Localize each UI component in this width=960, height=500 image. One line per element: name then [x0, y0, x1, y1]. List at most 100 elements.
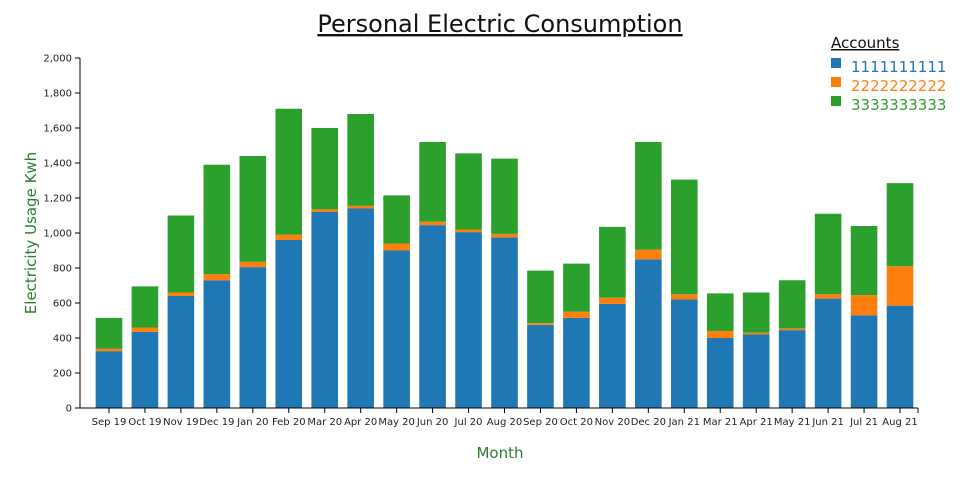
bar-segment-3333333333-18 [742, 292, 770, 333]
bar-segment-3333333333-4 [239, 156, 267, 262]
bar-segment-1111111111-19 [778, 330, 806, 409]
x-tick-label: Jan 21 [668, 417, 700, 428]
bar-segment-1111111111-13 [563, 317, 590, 409]
y-tick-label: 200 [53, 369, 72, 380]
bar-segment-3333333333-22 [886, 183, 914, 267]
bar-segment-3333333333-17 [706, 293, 734, 332]
bar-segment-2222222222-14 [599, 297, 626, 304]
legend-label-3333333333: 3333333333 [851, 96, 946, 114]
x-tick-label: Sep 19 [92, 417, 127, 428]
y-tick-label: 1,200 [43, 194, 72, 205]
bar-segment-1111111111-3 [203, 280, 231, 408]
y-tick-label: 0 [66, 404, 72, 415]
bar-segment-2222222222-4 [239, 261, 267, 268]
bar-segment-2222222222-16 [670, 294, 698, 300]
bar-segment-3333333333-16 [670, 179, 698, 295]
x-tick-label: Jun 21 [811, 417, 844, 428]
legend-swatch-3333333333 [831, 96, 841, 106]
bar-segment-1111111111-2 [167, 296, 195, 408]
x-tick-label: Oct 19 [128, 417, 161, 428]
bar-segment-2222222222-8 [383, 243, 410, 251]
bar-segment-1111111111-1 [131, 331, 159, 409]
bar-segment-1111111111-11 [491, 237, 518, 409]
bar-segment-1111111111-16 [670, 299, 698, 408]
x-tick-label: Jul 20 [454, 417, 483, 428]
bar-segment-3333333333-3 [203, 164, 231, 275]
x-tick-label: Aug 21 [882, 417, 917, 428]
bar-segment-3333333333-13 [563, 263, 590, 312]
x-tick-label: Apr 20 [344, 417, 377, 428]
bar-segment-2222222222-1 [131, 327, 159, 332]
x-tick-label: Mar 20 [307, 417, 342, 428]
bar-segment-3333333333-5 [275, 108, 303, 235]
x-tick-label: Nov 20 [595, 417, 630, 428]
bars-layer [95, 108, 914, 409]
bar-segment-2222222222-20 [814, 294, 842, 299]
bar-segment-2222222222-18 [742, 332, 770, 335]
bar-segment-2222222222-11 [491, 233, 518, 238]
bar-segment-2222222222-17 [706, 331, 734, 338]
bar-segment-3333333333-12 [527, 270, 554, 324]
bar-segment-3333333333-1 [131, 286, 159, 328]
bar-segment-3333333333-7 [347, 114, 374, 206]
y-tick-label: 2,000 [43, 54, 72, 65]
bar-segment-3333333333-6 [311, 128, 339, 210]
x-tick-label: Oct 20 [560, 417, 593, 428]
bar-segment-1111111111-17 [706, 338, 734, 408]
bar-segment-3333333333-11 [491, 158, 518, 234]
bar-segment-1111111111-10 [455, 232, 482, 408]
x-tick-label: Sep 20 [523, 417, 558, 428]
bar-segment-3333333333-20 [814, 213, 842, 295]
bar-segment-3333333333-2 [167, 215, 195, 293]
x-axis: Sep 19 Oct 19 Nov 19 Dec 19 Jan 20 Feb 20 Mar … [80, 407, 919, 428]
bar-segment-2222222222-19 [778, 328, 806, 331]
y-tick-label: 1,400 [43, 159, 72, 170]
y-tick-label: 800 [53, 264, 72, 275]
bar-segment-2222222222-7 [347, 205, 374, 209]
bar-segment-3333333333-19 [778, 280, 806, 329]
legend-label-2222222222: 2222222222 [851, 77, 946, 95]
bar-segment-1111111111-9 [419, 225, 446, 409]
legend-swatch-1111111111 [831, 58, 841, 68]
bar-segment-1111111111-22 [886, 305, 914, 409]
y-tick-label: 400 [53, 334, 72, 345]
bar-segment-2222222222-10 [455, 229, 482, 233]
bar-segment-3333333333-21 [850, 226, 878, 296]
bar-segment-1111111111-15 [635, 259, 662, 408]
x-tick-label: Jun 20 [416, 417, 449, 428]
x-axis-title: Month [476, 444, 523, 462]
y-tick-label: 1,600 [43, 124, 72, 135]
bar-segment-3333333333-10 [455, 153, 482, 230]
bar-segment-1111111111-5 [275, 240, 303, 408]
y-tick-label: 1,000 [43, 229, 72, 240]
bar-segment-2222222222-13 [563, 311, 590, 318]
bar-segment-2222222222-2 [167, 292, 195, 296]
x-tick-label: Dec 20 [631, 417, 666, 428]
x-tick-label: Dec 19 [199, 417, 234, 428]
x-tick-label: Feb 20 [272, 417, 306, 428]
bar-segment-2222222222-3 [203, 274, 231, 281]
bar-segment-1111111111-21 [850, 315, 878, 408]
bar-segment-2222222222-0 [95, 348, 123, 352]
bar-segment-2222222222-21 [850, 295, 878, 316]
x-tick-label: Apr 21 [740, 417, 773, 428]
bar-segment-1111111111-7 [347, 208, 374, 408]
bar-segment-3333333333-15 [635, 142, 662, 250]
y-axis-title: Electricity Usage Kwh [22, 152, 40, 314]
bar-segment-1111111111-6 [311, 212, 339, 408]
bar-segment-2222222222-6 [311, 209, 339, 212]
x-tick-label: May 20 [378, 417, 415, 428]
bar-segment-1111111111-8 [383, 250, 410, 408]
chart-title: Personal Electric Consumption [317, 10, 682, 38]
bar-segment-3333333333-9 [419, 142, 446, 222]
x-tick-label: Jul 21 [849, 417, 878, 428]
x-tick-label: Jan 20 [236, 417, 268, 428]
bar-segment-1111111111-12 [527, 324, 554, 409]
bar-segment-3333333333-0 [95, 317, 123, 349]
bar-segment-1111111111-0 [95, 351, 123, 409]
bar-segment-2222222222-5 [275, 234, 303, 240]
x-tick-label: Nov 19 [163, 417, 198, 428]
bar-segment-1111111111-14 [599, 303, 626, 409]
bar-segment-3333333333-14 [599, 226, 626, 298]
bar-segment-1111111111-20 [814, 298, 842, 409]
